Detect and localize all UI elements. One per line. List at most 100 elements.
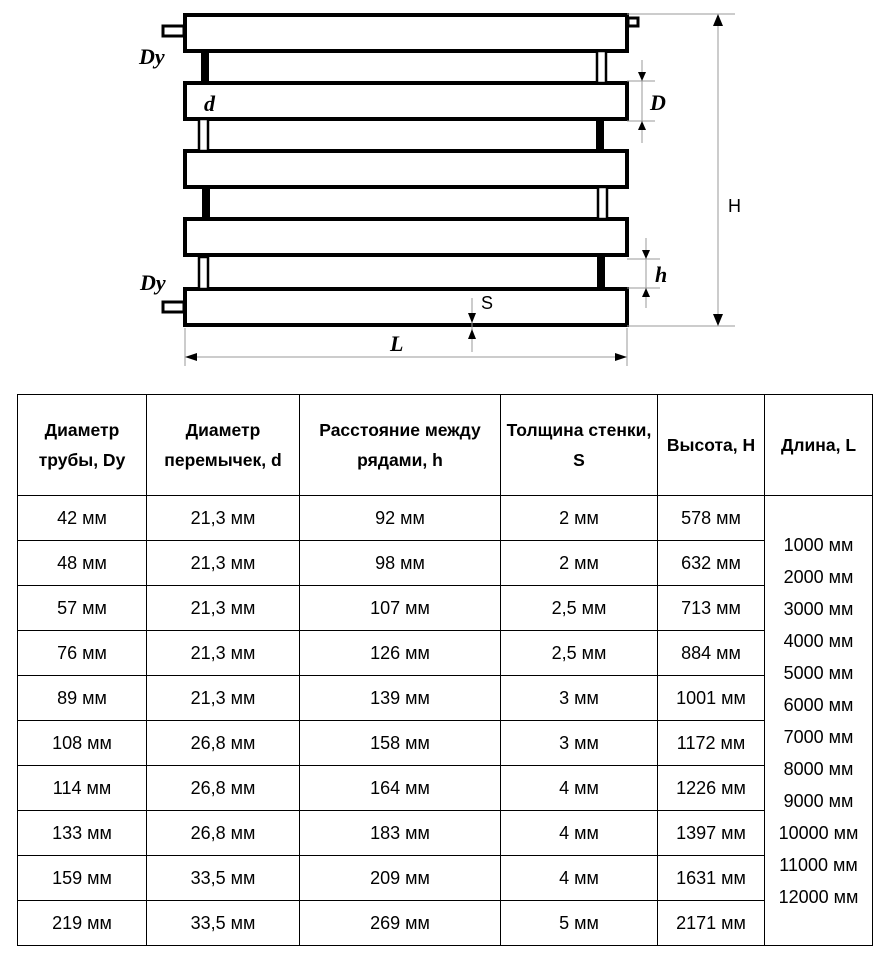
table-row: 133 мм 26,8 мм 183 мм 4 мм 1397 мм	[17, 810, 873, 856]
table-cell: 33,5 мм	[146, 900, 300, 946]
table-row: 159 мм 33,5 мм 209 мм 4 мм 1631 мм	[17, 855, 873, 901]
table-cell: 164 мм	[299, 765, 501, 811]
table-cell: 26,8 мм	[146, 810, 300, 856]
table-row: 48 мм 21,3 мм 98 мм 2 мм 632 мм	[17, 540, 873, 586]
table-cell: 48 мм	[17, 540, 147, 586]
table-cell: 33,5 мм	[146, 855, 300, 901]
table-row: 108 мм 26,8 мм 158 мм 3 мм 1172 мм	[17, 720, 873, 766]
header-row-spacing: Расстояние между рядами, h	[299, 394, 501, 496]
table-cell: 4 мм	[500, 855, 658, 901]
register-diagram: Dy d D H h Dy S L	[138, 13, 741, 366]
header-pipe-diameter: Диаметр трубы, Dy	[17, 394, 147, 496]
header-length: Длина, L	[764, 394, 873, 496]
label-H: H	[728, 196, 741, 216]
table-cell: 3 мм	[500, 675, 658, 721]
pipe-3	[183, 149, 629, 189]
table-cell: 1172 мм	[657, 720, 765, 766]
table-cell: 2 мм	[500, 495, 658, 541]
length-option: 7000 мм	[783, 726, 854, 747]
table-cell: 98 мм	[299, 540, 501, 586]
table-cell: 3 мм	[500, 720, 658, 766]
table-cell: 219 мм	[17, 900, 147, 946]
table-row: 57 мм 21,3 мм 107 мм 2,5 мм 713 мм	[17, 585, 873, 631]
table-row: 114 мм 26,8 мм 164 мм 4 мм 1226 мм	[17, 765, 873, 811]
connectors	[161, 16, 640, 314]
table-cell: 4 мм	[500, 765, 658, 811]
table-cell: 2 мм	[500, 540, 658, 586]
label-d-small: d	[204, 91, 216, 116]
length-option: 8000 мм	[783, 758, 854, 779]
length-option: 12000 мм	[778, 886, 859, 907]
length-option: 5000 мм	[783, 662, 854, 683]
arrowheads	[185, 14, 723, 361]
table-cell: 5 мм	[500, 900, 658, 946]
table-cell: 108 мм	[17, 720, 147, 766]
table-cell: 158 мм	[299, 720, 501, 766]
table-cell: 107 мм	[299, 585, 501, 631]
table-cell: 159 мм	[17, 855, 147, 901]
length-options-cell: 1000 мм 2000 мм 3000 мм 4000 мм 5000 мм 6000 …	[764, 495, 873, 946]
table-cell: 1397 мм	[657, 810, 765, 856]
table-cell: 713 мм	[657, 585, 765, 631]
table-row: 219 мм 33,5 мм 269 мм 5 мм 2171 мм	[17, 900, 873, 946]
label-dy-top: Dy	[138, 44, 165, 69]
table-cell: 139 мм	[299, 675, 501, 721]
length-option: 9000 мм	[783, 790, 854, 811]
table-cell: 21,3 мм	[146, 630, 300, 676]
length-option: 4000 мм	[783, 630, 854, 651]
table-cell: 269 мм	[299, 900, 501, 946]
table-row: 89 мм 21,3 мм 139 мм 3 мм 1001 мм	[17, 675, 873, 721]
length-option: 2000 мм	[783, 566, 854, 587]
table-cell: 126 мм	[299, 630, 501, 676]
table-cell: 21,3 мм	[146, 675, 300, 721]
label-D: D	[649, 90, 666, 115]
dimensions-table: Диаметр трубы, Dy Диаметр перемычек, d Р…	[17, 394, 873, 946]
table-cell: 4 мм	[500, 810, 658, 856]
table-header-row: Диаметр трубы, Dy Диаметр перемычек, d Р…	[17, 394, 873, 496]
header-jumper-diameter: Диаметр перемычек, d	[146, 394, 300, 496]
table-cell: 21,3 мм	[146, 495, 300, 541]
jumpers	[197, 49, 609, 291]
table-cell: 42 мм	[17, 495, 147, 541]
table-cell: 578 мм	[657, 495, 765, 541]
table-cell: 114 мм	[17, 765, 147, 811]
inlet-bottom	[161, 300, 186, 314]
table-cell: 884 мм	[657, 630, 765, 676]
label-S: S	[481, 293, 493, 313]
table-cell: 76 мм	[17, 630, 147, 676]
length-option: 1000 мм	[783, 534, 854, 555]
table-cell: 1631 мм	[657, 855, 765, 901]
table-cell: 57 мм	[17, 585, 147, 631]
table-cell: 89 мм	[17, 675, 147, 721]
table-row: 76 мм 21,3 мм 126 мм 2,5 мм 884 мм	[17, 630, 873, 676]
inlet-top	[161, 24, 186, 38]
length-option: 3000 мм	[783, 598, 854, 619]
table-cell: 92 мм	[299, 495, 501, 541]
header-height: Высота, H	[657, 394, 765, 496]
table-cell: 209 мм	[299, 855, 501, 901]
table-cell: 2,5 мм	[500, 585, 658, 631]
length-option: 10000 мм	[778, 822, 859, 843]
table-cell: 2171 мм	[657, 900, 765, 946]
label-dy-bottom: Dy	[139, 270, 166, 295]
label-L: L	[389, 331, 403, 356]
table-cell: 133 мм	[17, 810, 147, 856]
pipe-5	[183, 287, 629, 327]
table-cell: 21,3 мм	[146, 585, 300, 631]
length-option: 11000 мм	[779, 854, 858, 875]
outlet-top	[626, 16, 640, 28]
table-cell: 1001 мм	[657, 675, 765, 721]
table-cell: 26,8 мм	[146, 720, 300, 766]
header-wall-thickness: Толщина стенки, S	[500, 394, 658, 496]
table-cell: 1226 мм	[657, 765, 765, 811]
pipe-1	[183, 13, 629, 53]
length-option: 6000 мм	[783, 694, 854, 715]
table-cell: 26,8 мм	[146, 765, 300, 811]
table-cell: 21,3 мм	[146, 540, 300, 586]
pipes	[183, 13, 629, 327]
table-cell: 2,5 мм	[500, 630, 658, 676]
label-h: h	[655, 262, 667, 287]
table-cell: 183 мм	[299, 810, 501, 856]
table-row: 42 мм 21,3 мм 92 мм 2 мм 578 мм 1000 мм 2000 м…	[17, 495, 873, 946]
pipe-4	[183, 217, 629, 257]
